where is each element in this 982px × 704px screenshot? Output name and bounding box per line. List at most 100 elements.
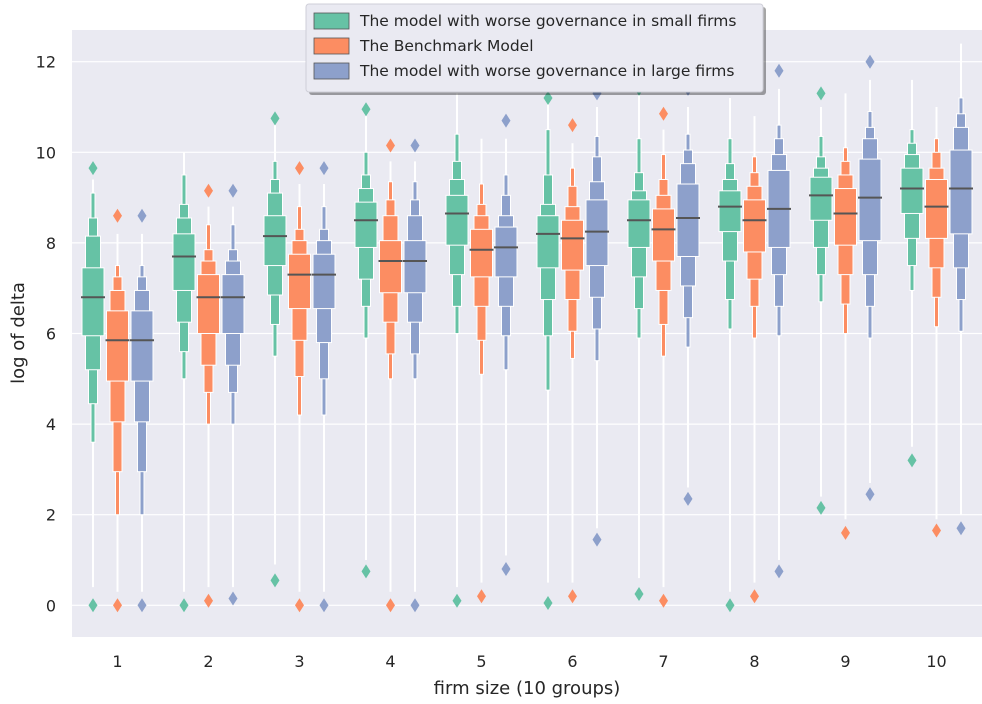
box-level-1 bbox=[445, 194, 469, 246]
y-tick-label-0: 0 bbox=[46, 596, 56, 615]
outlier-point-2 bbox=[137, 208, 147, 223]
box-level-1 bbox=[718, 190, 742, 233]
outlier-point-1 bbox=[932, 523, 941, 538]
box-level-1 bbox=[627, 199, 651, 248]
legend-label-3: The model with worse governance in large… bbox=[359, 62, 734, 80]
outlier-point-1 bbox=[137, 598, 147, 613]
boxen-series-3-group-1 bbox=[130, 208, 154, 613]
x-tick-label-7: 8 bbox=[749, 652, 759, 671]
chart-marks bbox=[81, 43, 973, 613]
boxen-series-1-group-7 bbox=[627, 81, 651, 601]
box-level-1 bbox=[221, 274, 245, 334]
boxen-series-1-group-2 bbox=[172, 152, 196, 613]
outlier-point-1 bbox=[543, 596, 553, 611]
outlier-point-2 bbox=[88, 161, 98, 176]
boxen-series-3-group-10 bbox=[949, 43, 973, 536]
outlier-point-2 bbox=[113, 208, 122, 223]
outlier-point-2 bbox=[319, 161, 329, 176]
outlier-point-1 bbox=[634, 586, 644, 601]
outlier-point-1 bbox=[907, 453, 917, 468]
outlier-point-1 bbox=[113, 598, 122, 613]
outlier-point-1 bbox=[270, 573, 280, 588]
outlier-point-1 bbox=[865, 487, 875, 502]
y-tick-label-2: 4 bbox=[46, 415, 56, 434]
box-level-1 bbox=[312, 253, 336, 310]
y-axis-label: log of delta bbox=[8, 282, 29, 384]
x-tick-label-4: 5 bbox=[476, 652, 486, 671]
box-level-1 bbox=[379, 240, 402, 294]
outlier-point-1 bbox=[725, 598, 735, 613]
boxen-series-2-group-6 bbox=[560, 118, 585, 604]
boxen-series-1-group-5 bbox=[445, 93, 469, 608]
outlier-point-2 bbox=[543, 90, 553, 105]
legend: The model with worse governance in small… bbox=[305, 3, 766, 95]
outlier-point-2 bbox=[270, 111, 280, 126]
y-tick-label-6: 12 bbox=[36, 53, 56, 72]
box-level-1 bbox=[130, 310, 154, 382]
outlier-point-1 bbox=[568, 589, 577, 604]
outlier-point-2 bbox=[774, 63, 784, 78]
box-level-1 bbox=[536, 215, 560, 269]
outlier-point-2 bbox=[568, 118, 577, 133]
series-2 bbox=[105, 93, 949, 613]
box-level-1 bbox=[949, 149, 973, 235]
outlier-point-1 bbox=[88, 598, 98, 613]
legend-label-1: The model with worse governance in small… bbox=[359, 12, 736, 30]
boxen-series-2-group-9 bbox=[833, 93, 858, 540]
legend-box bbox=[305, 3, 764, 93]
x-tick-label-3: 4 bbox=[385, 652, 395, 671]
x-tick-label-5: 6 bbox=[567, 652, 577, 671]
box-level-1 bbox=[81, 267, 105, 337]
outlier-point-1 bbox=[816, 500, 826, 515]
boxen-series-1-group-1 bbox=[81, 161, 105, 613]
outlier-point-2 bbox=[361, 102, 371, 117]
y-tick-labels: 0 2 4 6 8 10 12 bbox=[36, 53, 56, 616]
boxen-series-3-group-5 bbox=[494, 113, 518, 577]
outlier-point-2 bbox=[865, 54, 875, 69]
boxen-series-1-group-9 bbox=[809, 86, 833, 515]
outlier-point-1 bbox=[683, 491, 693, 506]
outlier-point-1 bbox=[361, 564, 371, 579]
boxen-series-3-group-2 bbox=[221, 183, 245, 606]
outlier-point-1 bbox=[295, 598, 304, 613]
boxen-series-2-group-5 bbox=[469, 138, 494, 604]
series-3 bbox=[130, 43, 973, 613]
boxen-series-3-group-8 bbox=[767, 63, 791, 579]
boxen-series-2-group-8 bbox=[742, 116, 767, 604]
outlier-point-1 bbox=[592, 532, 602, 547]
legend-swatch-2 bbox=[313, 37, 350, 55]
boxen-series-3-group-9 bbox=[858, 54, 882, 502]
outlier-point-1 bbox=[228, 591, 238, 606]
series-1 bbox=[81, 79, 924, 613]
boxen-series-2-group-3 bbox=[287, 161, 312, 613]
outlier-point-1 bbox=[774, 564, 784, 579]
box-level-1 bbox=[561, 219, 584, 271]
box-level-1 bbox=[858, 158, 882, 242]
outlier-point-1 bbox=[452, 593, 462, 608]
x-tick-labels: 1 2 3 4 5 6 7 8 9 10 bbox=[112, 652, 946, 671]
outlier-point-1 bbox=[179, 598, 189, 613]
outlier-point-1 bbox=[750, 589, 759, 604]
outlier-point-2 bbox=[295, 161, 304, 176]
legend-swatch-1 bbox=[313, 12, 350, 30]
x-tick-label-1: 2 bbox=[203, 652, 213, 671]
outlier-point-2 bbox=[228, 183, 238, 198]
box-level-1 bbox=[809, 176, 833, 221]
boxen-series-3-group-6 bbox=[585, 86, 609, 547]
outlier-point-1 bbox=[477, 589, 486, 604]
outlier-point-2 bbox=[386, 138, 395, 153]
box-level-1 bbox=[288, 253, 311, 310]
legend-label-2: The Benchmark Model bbox=[359, 37, 534, 55]
box-level-1 bbox=[494, 226, 518, 278]
outlier-point-2 bbox=[659, 106, 668, 121]
y-tick-label-1: 2 bbox=[46, 506, 56, 525]
outlier-point-1 bbox=[956, 521, 966, 536]
x-tick-label-6: 7 bbox=[658, 652, 668, 671]
outlier-point-1 bbox=[386, 598, 395, 613]
outlier-point-1 bbox=[841, 525, 850, 540]
box-level-1 bbox=[925, 178, 948, 239]
box-level-1 bbox=[354, 201, 378, 248]
x-axis-label: firm size (10 groups) bbox=[434, 678, 621, 699]
legend-swatch-3 bbox=[313, 62, 350, 80]
